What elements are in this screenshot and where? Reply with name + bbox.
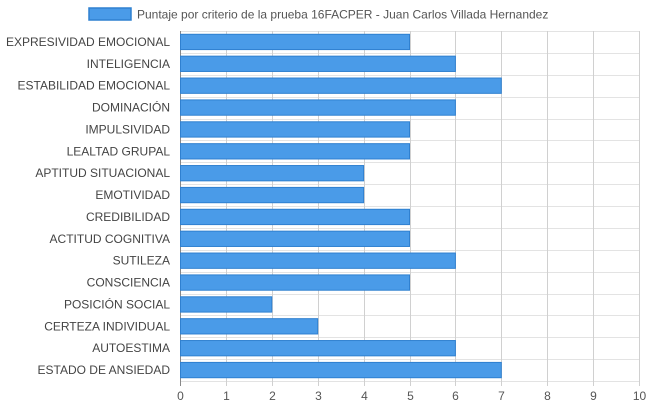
x-tick-label: 1	[223, 389, 230, 403]
category-label: CONSCIENCIA	[87, 276, 170, 290]
x-tick-label: 8	[544, 389, 551, 403]
bar[interactable]	[180, 340, 456, 357]
category-label: APTITUD SITUACIONAL	[35, 166, 170, 180]
category-label: LEALTAD GRUPAL	[67, 144, 171, 158]
gridlines	[180, 31, 640, 386]
category-label: POSICIÓN SOCIAL	[64, 296, 170, 311]
bar[interactable]	[180, 186, 365, 204]
x-tick-label: 7	[498, 389, 505, 403]
bar[interactable]	[180, 208, 410, 226]
category-label: CREDIBILIDAD	[86, 210, 170, 224]
category-label: DOMINACIÓN	[92, 100, 170, 115]
bar[interactable]	[180, 77, 502, 94]
category-label: ACTITUD COGNITIVA	[50, 232, 170, 246]
bar[interactable]	[180, 296, 273, 313]
legend[interactable]: Puntaje por criterio de la prueba 16FACP…	[88, 7, 548, 22]
x-tick-label: 2	[269, 389, 276, 403]
bar[interactable]	[180, 165, 365, 182]
category-label: IMPULSIVIDAD	[85, 122, 170, 136]
x-tick-label: 6	[452, 389, 459, 403]
category-labels: EXPRESIVIDAD EMOCIONAL INTELIGENCIA ESTABI…	[6, 35, 170, 377]
bar[interactable]	[180, 121, 410, 138]
bar[interactable]	[180, 318, 319, 335]
category-label: EMOTIVIDAD	[95, 188, 170, 202]
bar[interactable]	[180, 55, 456, 72]
category-label: ESTABILIDAD EMOCIONAL	[18, 79, 171, 93]
x-tick-label: 10	[633, 389, 647, 403]
x-tick-label: 4	[361, 389, 368, 403]
category-label: INTELIGENCIA	[87, 57, 170, 71]
bar[interactable]	[180, 361, 502, 379]
bar[interactable]	[180, 33, 410, 51]
bar[interactable]	[180, 143, 410, 160]
category-label: SUTILEZA	[113, 254, 170, 268]
category-label: AUTOESTIMA	[92, 341, 170, 355]
x-tick-label: 5	[407, 389, 414, 403]
x-tick-label: 9	[590, 389, 597, 403]
bar[interactable]	[180, 230, 410, 247]
category-label: ESTADO DE ANSIEDAD	[38, 363, 171, 377]
category-label: EXPRESIVIDAD EMOCIONAL	[6, 35, 170, 49]
bar[interactable]	[180, 99, 456, 116]
legend-swatch	[88, 7, 132, 21]
category-label: CERTEZA INDIVIDUAL	[44, 319, 170, 333]
x-tick-label: 0	[177, 389, 184, 403]
bar[interactable]	[180, 252, 456, 269]
x-tick-label: 3	[315, 389, 322, 403]
bar[interactable]	[180, 274, 410, 291]
legend-label: Puntaje por criterio de la prueba 16FACP…	[137, 8, 548, 22]
bars	[180, 33, 502, 379]
x-axis-ticks: 0 1 2 3 4 5 6 7 8 9 10	[177, 389, 646, 403]
